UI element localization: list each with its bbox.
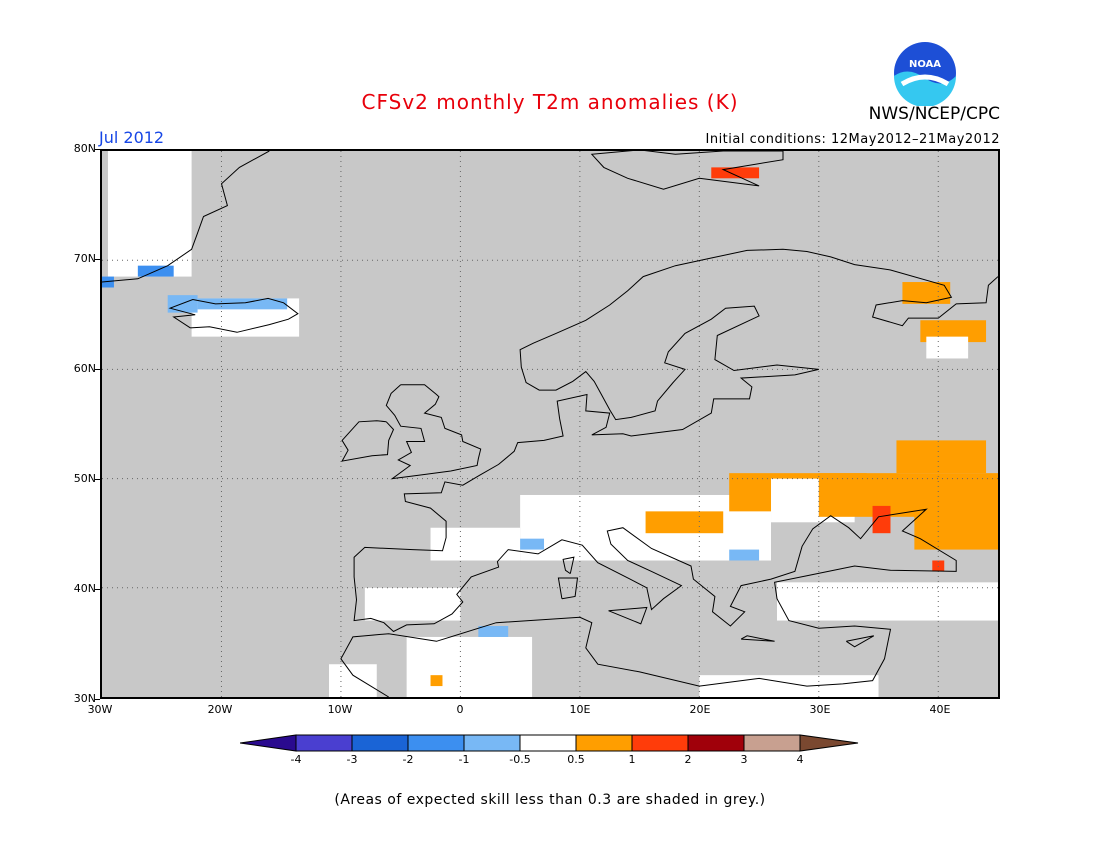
anomaly-region-warm2: [872, 505, 891, 534]
colorbar-tick-label: -1: [458, 753, 470, 766]
colorbar-arrow-left: [240, 734, 297, 752]
longitude-tick-label: 10E: [569, 703, 591, 716]
colorbar-segment: [631, 734, 689, 752]
anomaly-region-warm1: [914, 505, 998, 550]
coastline: [846, 635, 875, 648]
colorbar-segment: [463, 734, 521, 752]
colorbar-tick-label: -2: [402, 753, 414, 766]
anomaly-region-warm1: [645, 511, 724, 534]
colorbar-segment: [351, 734, 409, 752]
latitude-tick-label: 50N: [73, 472, 96, 485]
coastline: [557, 577, 579, 600]
latitude-tick-label: 30N: [73, 692, 96, 705]
colorbar-segment: [295, 734, 353, 752]
anomaly-region-neutral: [107, 151, 192, 277]
colorbar-arrow-right: [799, 734, 859, 752]
initial-conditions: Initial conditions: 12May2012–21May2012: [705, 132, 1000, 147]
latitude-tick: [95, 149, 100, 150]
longitude-tick-label: 10W: [327, 703, 353, 716]
latitude-tick: [95, 589, 100, 590]
latitude-tick-label: 40N: [73, 582, 96, 595]
coastline: [590, 151, 784, 190]
colorbar-segment: [743, 734, 801, 752]
latitude-tick-label: 80N: [73, 142, 96, 155]
longitude-tick-label: 20W: [207, 703, 233, 716]
longitude-tick-label: 0: [456, 703, 464, 716]
coastline: [608, 606, 648, 625]
anomaly-region-cool2: [102, 276, 114, 288]
anomaly-region-neutral: [406, 636, 533, 697]
latitude-tick: [95, 369, 100, 370]
anomaly-region-neutral: [328, 664, 377, 697]
colorbar-segment: [407, 734, 465, 752]
map-panel: [100, 149, 1000, 699]
anomaly-region-neutral: [926, 336, 969, 359]
noaa-logo-icon: NOAA: [892, 40, 958, 107]
longitude-tick-label: 30W: [87, 703, 113, 716]
forecast-period: Jul 2012: [99, 128, 165, 147]
anomaly-region-cool1: [197, 298, 288, 310]
latitude-tick-label: 70N: [73, 252, 96, 265]
anomaly-region-neutral: [776, 582, 998, 621]
anomaly-region-warm2: [932, 560, 945, 572]
colorbar-tick-label: 4: [796, 753, 804, 766]
coastline: [102, 151, 270, 283]
anomaly-region-warm2: [711, 167, 760, 179]
longitude-tick-label: 40E: [929, 703, 951, 716]
coastline: [740, 635, 775, 642]
latitude-tick-label: 60N: [73, 362, 96, 375]
longitude-tick-label: 30E: [809, 703, 831, 716]
latitude-tick: [95, 699, 100, 700]
colorbar-tick-label: -4: [290, 753, 302, 766]
anomaly-region-warm1: [902, 282, 951, 304]
coastline: [562, 556, 575, 575]
anomaly-region-cool1: [478, 626, 509, 637]
colorbar-tick-label: 2: [684, 753, 692, 766]
anomaly-region-neutral: [699, 675, 879, 697]
anomaly-region-neutral: [364, 587, 461, 621]
anomaly-region-warm1: [430, 675, 443, 687]
colorbar: [240, 734, 859, 752]
colorbar-segment: [687, 734, 745, 752]
colorbar-tick-label: 0.5: [567, 753, 585, 766]
longitude-tick-label: 20E: [689, 703, 711, 716]
coastline: [168, 297, 299, 333]
anomaly-region-neutral: [430, 527, 521, 561]
latitude-tick: [95, 479, 100, 480]
latitude-tick: [95, 259, 100, 260]
colorbar-tick-label: 3: [740, 753, 748, 766]
colorbar-segment: [575, 734, 633, 752]
anomaly-region-cool1: [520, 538, 545, 550]
coastline: [385, 384, 482, 480]
anomaly-region-warm1: [920, 320, 987, 343]
chart-title: CFSv2 monthly T2m anomalies (K): [361, 90, 739, 114]
colorbar-segment: [519, 734, 577, 752]
coastline: [340, 248, 998, 697]
anomaly-region-cool1: [729, 549, 760, 561]
agency-label: NWS/NCEP/CPC: [868, 104, 1000, 124]
colorbar-tick-label: -3: [346, 753, 358, 766]
svg-text:NOAA: NOAA: [909, 59, 941, 70]
anomaly-map: [102, 151, 998, 697]
colorbar-tick-label: -0.5: [509, 753, 531, 766]
footnote: (Areas of expected skill less than 0.3 a…: [334, 792, 766, 808]
colorbar-tick-label: 1: [628, 753, 636, 766]
anomaly-region-warm1: [896, 440, 987, 474]
coastline: [341, 420, 395, 462]
